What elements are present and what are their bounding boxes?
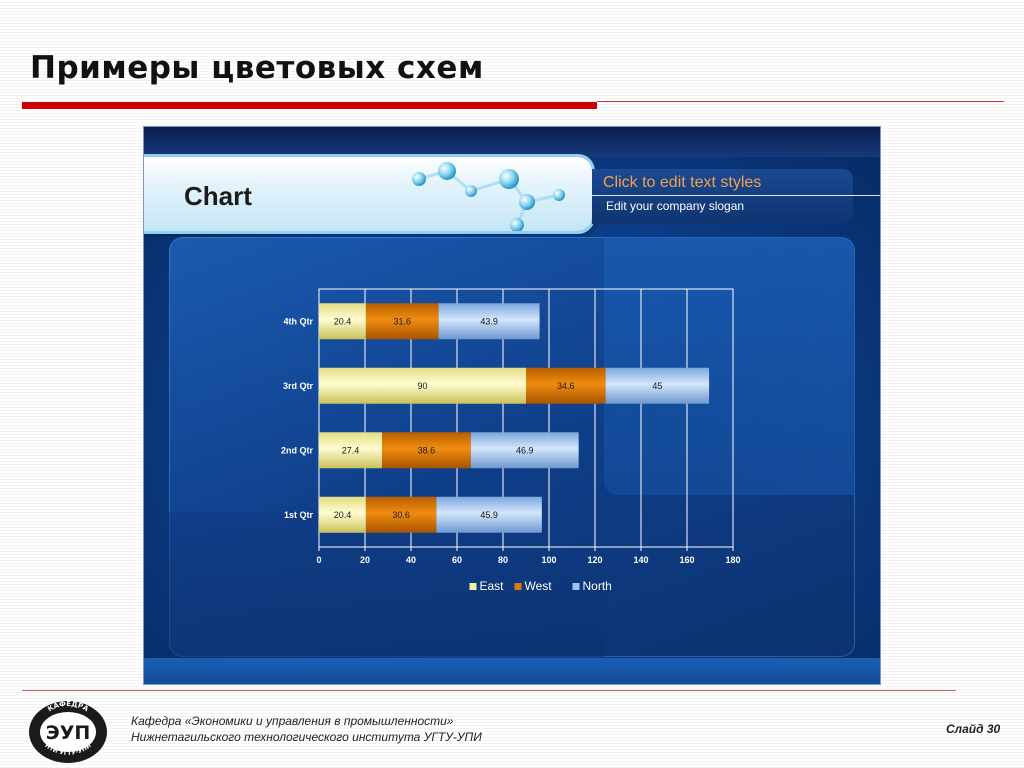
tick-label-9: 180 (725, 555, 740, 565)
top-band (144, 127, 880, 157)
template-slide: Chart Click to edit text styles Edit you… (144, 127, 880, 684)
tick-label-0: 0 (316, 555, 321, 565)
data-label-west-1: 38.6 (418, 445, 436, 455)
legend-label-west: West (525, 579, 553, 593)
category-label-2: 3rd Qtr (283, 381, 314, 391)
template-heading: Chart (184, 181, 252, 211)
bar-west-2 (526, 367, 606, 404)
slide-number: Слайд 30 (946, 722, 1001, 736)
bottom-band (144, 658, 880, 684)
molecule-icon (412, 162, 565, 231)
tick-label-8: 160 (679, 555, 694, 565)
tick-label-1: 20 (360, 555, 370, 565)
tick-label-4: 80 (498, 555, 508, 565)
category-label-3: 4th Qtr (283, 316, 313, 326)
legend-swatch-east (469, 583, 477, 590)
bar-east-1 (319, 432, 383, 469)
bars (319, 303, 710, 533)
data-label-east-0: 20.4 (334, 510, 352, 520)
data-label-east-3: 20.4 (334, 316, 352, 326)
header-tab: Chart (144, 157, 592, 231)
legend-swatch-north (572, 583, 580, 590)
svg-text:ЭУП: ЭУП (46, 722, 91, 744)
subtitle-panel (592, 169, 853, 224)
content-panel: 20.4 30.6 45.9 27.4 38.6 46.9 90 34.6 45 20.4 31.6… (169, 237, 855, 657)
title-underline (22, 102, 597, 109)
axes: 1st Qtr 2nd Qtr 3rd Qtr 4th Qtr 0 20 40 60 80 100… (281, 316, 741, 565)
bar-west-0 (365, 496, 437, 533)
legend: East West North (469, 579, 612, 593)
legend-label-north: North (583, 579, 612, 593)
data-label-west-0: 30.6 (392, 510, 410, 520)
data-label-north-2: 45 (652, 381, 662, 391)
data-label-north-1: 46.9 (516, 445, 534, 455)
title-underline-thin (597, 101, 1004, 102)
data-labels: 20.4 30.6 45.9 27.4 38.6 46.9 90 34.6 45 20.4 31.6… (334, 316, 663, 520)
decor-panel-lower (169, 512, 605, 657)
bar-east-3 (319, 303, 366, 340)
tick-label-6: 120 (587, 555, 602, 565)
bar-north-0 (436, 496, 542, 533)
tick-label-3: 60 (452, 555, 462, 565)
company-slogan[interactable]: Edit your company slogan (606, 199, 745, 213)
tick-label-2: 40 (406, 555, 416, 565)
legend-label-east: East (480, 579, 505, 593)
category-label-1: 2nd Qtr (281, 445, 313, 455)
bar-north-2 (605, 367, 710, 404)
data-label-east-1: 27.4 (342, 445, 360, 455)
decor-panel (604, 237, 855, 495)
template-subtitle[interactable]: Click to edit text styles (603, 174, 762, 191)
category-label-0: 1st Qtr (284, 510, 314, 520)
institute-name: Нижнетагильского технологического инстит… (131, 730, 482, 744)
department-name: Кафедра «Экономики и управления в промыш… (131, 714, 454, 728)
slide-title: Примеры цветовых схем (30, 50, 484, 86)
data-label-west-2: 34.6 (557, 381, 575, 391)
footer-rule (22, 690, 956, 691)
data-label-north-3: 43.9 (480, 316, 498, 326)
bar-north-3 (438, 303, 540, 340)
bar-west-3 (365, 303, 439, 340)
data-label-north-0: 45.9 (480, 510, 498, 520)
bar-east-0 (319, 496, 366, 533)
bar-north-1 (470, 432, 579, 469)
legend-swatch-west (514, 583, 522, 590)
stacked-bar-chart: 20.4 30.6 45.9 27.4 38.6 46.9 90 34.6 45 20.4 31.6… (281, 288, 741, 593)
tick-label-7: 140 (633, 555, 648, 565)
bar-west-1 (382, 432, 471, 469)
data-label-east-2: 90 (417, 381, 427, 391)
subtitle-rule (592, 195, 880, 196)
data-label-west-3: 31.6 (393, 316, 411, 326)
bar-east-2 (319, 367, 526, 404)
tick-label-5: 100 (541, 555, 556, 565)
department-logo: КАФЕДРА НТИ УГТУ-УПИ ЭУП (29, 700, 107, 763)
